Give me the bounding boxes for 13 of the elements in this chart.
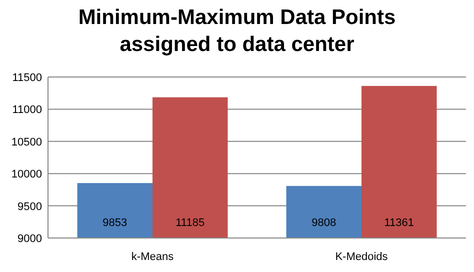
- data-label: 9853: [102, 217, 128, 229]
- data-label: 11185: [176, 217, 205, 229]
- y-tick-label: 10000: [11, 168, 42, 181]
- data-label: 11361: [384, 217, 414, 229]
- y-tick-label: 10500: [11, 136, 42, 148]
- data-label: 9808: [312, 217, 336, 229]
- chart-title: Minimum-Maximum Data Points assigned to data center: [78, 6, 396, 56]
- y-tick-label: 11000: [12, 104, 42, 116]
- y-tick-label: 11500: [12, 72, 42, 84]
- y-tick-label: 9500: [18, 200, 42, 213]
- x-tick-label: K-Medoids: [335, 251, 388, 263]
- y-tick-label: 9000: [18, 233, 42, 245]
- x-tick-label: k-Means: [131, 251, 174, 263]
